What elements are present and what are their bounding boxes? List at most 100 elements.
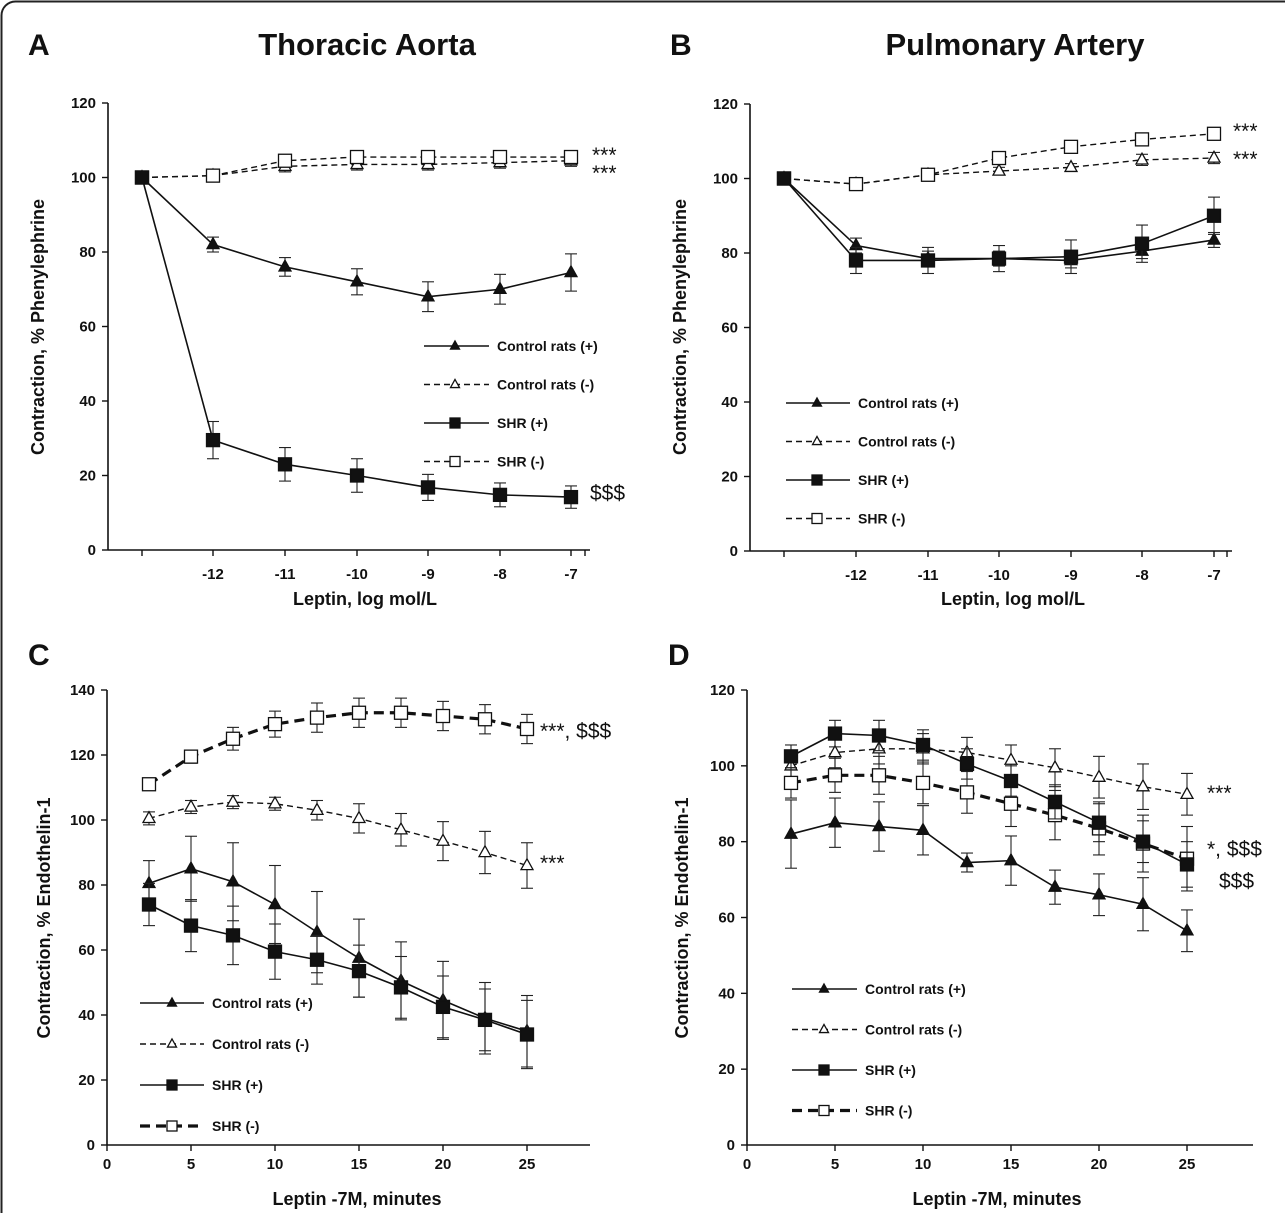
panel-b-data-point: [1208, 209, 1221, 222]
panel-d-y-tick-label: 80: [718, 834, 735, 851]
panel-d-data-point: [1181, 858, 1194, 871]
panel-c-y-tick-label: 80: [78, 877, 95, 894]
panel-d-data-point: [917, 776, 930, 789]
panel-c-data-point: [395, 706, 408, 719]
panel-c-data-point: [395, 981, 408, 994]
panel-d-data-point: [1005, 753, 1017, 764]
panel-d-data-point: [1049, 795, 1062, 808]
panel-a-x-tick-label: -9: [421, 566, 434, 583]
panel-a-series-0: [136, 171, 577, 312]
panel-a-y-tick-label: 40: [79, 393, 96, 410]
panel-c-data-point: [353, 965, 366, 978]
panel-c-y-tick-label: 140: [70, 682, 95, 699]
panel-d-legend-marker: [819, 1065, 829, 1075]
panel-a-title: Thoracic Aorta: [258, 27, 476, 62]
panel-a-data-point: [207, 169, 220, 182]
panel-a-data-point: [422, 151, 435, 164]
panel-b-data-point: [922, 254, 935, 267]
panel-b-significance-annotation: ***: [1233, 148, 1258, 171]
panel-a-y-axis-label: Contraction, % Phenylephrine: [28, 199, 48, 455]
panel-d-data-point: [829, 769, 842, 782]
panel-d-legend-label: SHR (+): [865, 1062, 916, 1078]
panel-a-y-tick-label: 60: [79, 319, 96, 336]
panel-d-data-point: [873, 729, 886, 742]
panel-a-legend-label: SHR (+): [497, 415, 548, 431]
panel-d-y-axis-label: Contraction, % Endothelin-1: [672, 798, 692, 1039]
panel-c-x-tick-label: 15: [351, 1156, 368, 1173]
panel-a-data-point: [565, 151, 578, 164]
panel-a-legend-marker: [450, 457, 460, 467]
panel-b-data-point: [778, 172, 791, 185]
panel-b-data-point: [1136, 237, 1149, 250]
panel-c-data-point: [311, 925, 323, 936]
panel-d-x-tick-label: 5: [831, 1156, 839, 1173]
panel-b-data-point: [1208, 127, 1221, 140]
panel-c-legend-marker: [167, 1121, 177, 1131]
panel-a-letter: A: [28, 29, 50, 62]
panel-b-x-axis-label: Leptin, log mol/L: [941, 589, 1085, 609]
panel-a-y-tick-label: 120: [71, 95, 96, 112]
panel-c-series-line: [149, 869, 527, 1032]
panel-c-legend-marker: [168, 998, 177, 1006]
panel-d-series-0: [785, 798, 1193, 952]
panel-d-y-tick-label: 120: [710, 682, 735, 699]
panel-c-data-point: [353, 706, 366, 719]
panel-c-data-point: [521, 723, 534, 736]
panel-c-y-tick-label: 100: [70, 812, 95, 829]
panel-c-data-point: [185, 750, 198, 763]
panel-d-legend-marker: [820, 1024, 829, 1032]
panel-c-significance-annotation: ***: [540, 852, 565, 875]
panel-d-letter: D: [668, 639, 690, 672]
panel-c-data-point: [227, 929, 240, 942]
panel-d-legend-marker: [820, 984, 829, 992]
panel-d-data-point: [1005, 854, 1017, 865]
panel-b-y-tick-label: 40: [721, 394, 738, 411]
panel-a-significance-annotation: ***: [592, 162, 617, 185]
panel-d-x-tick-label: 10: [915, 1156, 932, 1173]
panel-c-data-point: [185, 800, 197, 811]
panel-c-data-point: [437, 1000, 450, 1013]
panel-b-x-tick-label: -7: [1207, 567, 1220, 584]
panel-a-legend: Control rats (+)Control rats (-)SHR (+)S…: [424, 338, 598, 470]
panel-b-y-tick-label: 0: [730, 543, 738, 560]
panel-c-data-point: [143, 898, 156, 911]
panel-d-y-tick-label: 100: [710, 758, 735, 775]
panel-a-y-tick-label: 100: [71, 170, 96, 187]
panel-c-data-point: [353, 812, 365, 823]
panel-c-data-point: [269, 718, 282, 731]
panel-d-data-point: [1181, 924, 1193, 935]
panel-a-data-point: [494, 488, 507, 501]
panel-a-data-point: [351, 469, 364, 482]
panel-d-y-tick-label: 60: [718, 910, 735, 927]
panel-b-y-tick-label: 120: [713, 96, 738, 113]
panel-d-legend-marker: [819, 1106, 829, 1116]
panel-b-legend-marker: [812, 514, 822, 524]
panel-d-y-tick-label: 0: [727, 1137, 735, 1154]
panel-d-significance-annotation: *, $$$: [1207, 838, 1262, 861]
panel-d-x-tick-label: 0: [743, 1156, 751, 1173]
panel-b-significance-annotation: ***: [1233, 120, 1258, 143]
panel-c-legend-marker: [168, 1039, 177, 1047]
panel-a-x-tick-label: -12: [202, 566, 224, 583]
panel-c-data-point: [479, 1013, 492, 1026]
panel-a-legend-label: Control rats (+): [497, 338, 598, 354]
panel-a-legend-label: SHR (-): [497, 454, 544, 470]
panel-c-legend-marker: [167, 1080, 177, 1090]
panel-b-legend-marker: [813, 398, 822, 406]
panel-c-x-tick-label: 5: [187, 1156, 195, 1173]
panel-c-legend: Control rats (+)Control rats (-)SHR (+)S…: [140, 995, 313, 1134]
panel-c-series-2: [143, 883, 534, 1068]
panel-d-y-tick-label: 40: [718, 985, 735, 1002]
panel-a-legend-marker: [451, 379, 460, 387]
panel-b-legend-label: Control rats (+): [858, 395, 959, 411]
panel-c-data-point: [185, 919, 198, 932]
panel-d-legend-label: Control rats (+): [865, 981, 966, 997]
panel-d-significance-annotation: ***: [1207, 782, 1232, 805]
panel-b-x-tick-label: -10: [988, 567, 1010, 584]
panel-d-data-point: [829, 746, 841, 757]
panel-d-x-tick-label: 20: [1091, 1156, 1108, 1173]
panel-c-y-axis-label: Contraction, % Endothelin-1: [34, 798, 54, 1039]
panel-c-data-point: [269, 898, 281, 909]
panel-c-series-line: [149, 713, 527, 785]
